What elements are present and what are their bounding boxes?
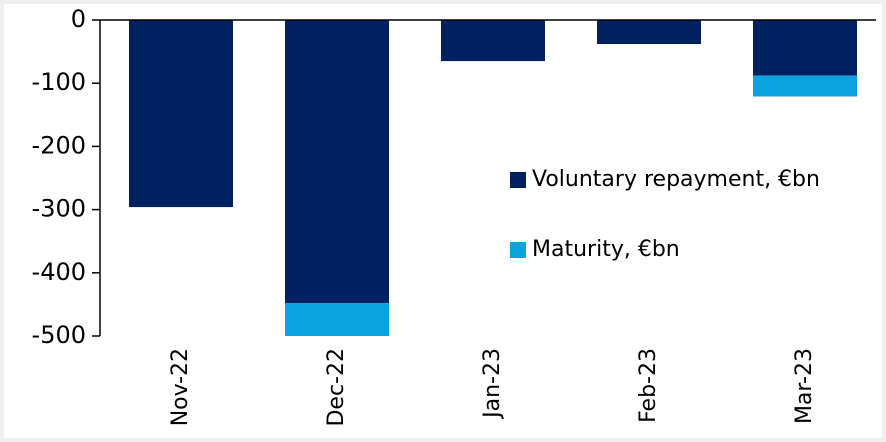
x-tick-label: Feb-23 bbox=[636, 348, 661, 423]
legend-swatch bbox=[510, 242, 526, 258]
legend-label: Maturity, €bn bbox=[532, 237, 680, 262]
bar bbox=[753, 20, 857, 76]
y-tick-label: -200 bbox=[32, 131, 86, 159]
x-tick-label: Dec-22 bbox=[324, 348, 349, 427]
bar bbox=[129, 20, 233, 208]
bar bbox=[753, 75, 857, 97]
bar bbox=[441, 20, 545, 62]
bar bbox=[597, 20, 701, 45]
x-tick-label: Jan-23 bbox=[480, 348, 505, 420]
y-tick-label: 0 bbox=[71, 5, 86, 33]
y-tick-label: -500 bbox=[32, 321, 86, 349]
bar bbox=[285, 20, 389, 304]
y-tick-label: -100 bbox=[32, 68, 86, 96]
y-tick-label: -300 bbox=[32, 195, 86, 223]
legend-swatch bbox=[510, 172, 526, 188]
bar bbox=[285, 303, 389, 336]
x-tick-label: Nov-22 bbox=[168, 348, 193, 426]
legend-label: Voluntary repayment, €bn bbox=[532, 167, 820, 192]
y-tick-label: -400 bbox=[32, 258, 86, 286]
x-tick-label: Mar-23 bbox=[792, 348, 817, 424]
